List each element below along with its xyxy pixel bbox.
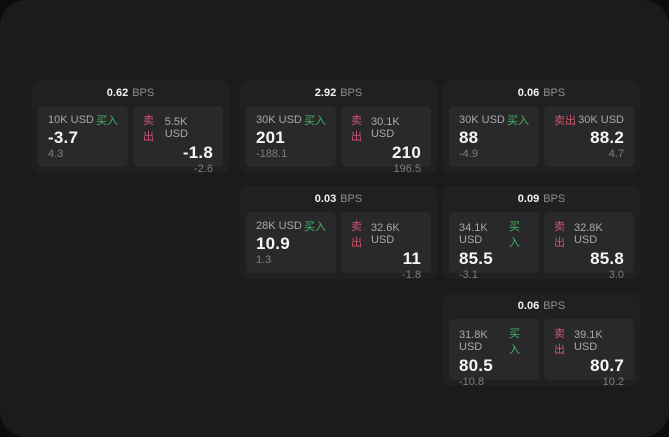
buy-price: 80.5 xyxy=(459,356,493,375)
sell-panel[interactable]: 卖出 30.1K USD 210 196.5 xyxy=(341,106,431,175)
bps-value: 0.06 xyxy=(517,87,540,99)
sell-price: 11 xyxy=(402,249,421,268)
buy-side-label: 买入 xyxy=(304,221,326,233)
bps-header: 0.09 BPS xyxy=(443,186,640,212)
sell-price: -1.8 xyxy=(182,143,213,162)
buy-delta: -10.8 xyxy=(459,375,485,388)
sell-side-label: 卖出 xyxy=(351,221,362,249)
bps-header: 0.06 BPS xyxy=(443,293,640,319)
sell-delta: -2.6 xyxy=(194,162,213,175)
bps-unit: BPS xyxy=(543,87,566,99)
sell-side-label: 卖出 xyxy=(143,115,154,143)
quote-card-3: 0.06 BPS 30K USD 买入 88 -4.9 卖出 30K USD 8… xyxy=(443,80,640,173)
bps-value: 0.03 xyxy=(314,193,337,205)
sell-delta: -1.8 xyxy=(402,268,421,281)
sell-delta: 4.7 xyxy=(608,148,624,160)
buy-side-label: 买入 xyxy=(509,328,521,356)
bps-value: 0.09 xyxy=(517,193,540,205)
buy-notional: 30K USD xyxy=(459,114,505,126)
bps-value: 0.62 xyxy=(106,87,129,99)
bps-unit: BPS xyxy=(340,193,363,205)
buy-price: -3.7 xyxy=(48,127,79,147)
quote-panels: 34.1K USD 买入 85.5 -3.1 卖出 32.8K USD 85.8… xyxy=(443,212,640,281)
bps-header: 0.03 BPS xyxy=(240,186,437,212)
sell-notional: 32.6K USD xyxy=(370,222,400,246)
sell-side-label: 卖出 xyxy=(554,328,565,356)
buy-side-label: 买入 xyxy=(304,115,326,127)
sell-price: 80.7 xyxy=(590,356,624,375)
sell-notional: 39.1K USD xyxy=(573,329,603,353)
buy-panel[interactable]: 30K USD 买入 88 -4.9 xyxy=(449,106,539,167)
buy-notional: 34.1K USD xyxy=(459,222,488,246)
bps-unit: BPS xyxy=(543,300,566,312)
buy-notional: 28K USD xyxy=(256,220,302,232)
quote-card-5: 0.09 BPS 34.1K USD 买入 85.5 -3.1 卖出 32.8K… xyxy=(443,186,640,281)
sell-notional: 32.8K USD xyxy=(573,222,603,246)
sell-price: 210 xyxy=(392,143,421,162)
buy-notional: 10K USD xyxy=(48,114,94,126)
buy-side-label: 买入 xyxy=(507,115,529,127)
buy-price: 85.5 xyxy=(459,249,493,268)
quote-card-2: 2.92 BPS 30K USD 买入 201 -188.1 卖出 30.1K … xyxy=(240,80,437,175)
bps-value: 0.06 xyxy=(517,300,540,312)
buy-panel[interactable]: 10K USD 买入 -3.7 4.3 xyxy=(38,106,128,167)
sell-delta: 196.5 xyxy=(393,162,421,175)
quote-panels: 10K USD 买入 -3.7 4.3 卖出 5.5K USD -1.8 -2.… xyxy=(32,106,229,175)
sell-panel[interactable]: 卖出 30K USD 88.2 4.7 xyxy=(544,106,634,167)
bps-header: 0.06 BPS xyxy=(443,80,640,106)
buy-notional: 31.8K USD xyxy=(459,329,488,353)
sell-notional: 5.5K USD xyxy=(164,116,188,140)
bps-header: 0.62 BPS xyxy=(32,80,229,106)
buy-panel[interactable]: 31.8K USD 买入 80.5 -10.8 xyxy=(449,319,539,388)
buy-notional: 30K USD xyxy=(256,114,302,126)
bps-value: 2.92 xyxy=(314,87,337,99)
sell-delta: 3.0 xyxy=(608,268,624,281)
buy-panel[interactable]: 30K USD 买入 201 -188.1 xyxy=(246,106,336,167)
sell-notional: 30K USD xyxy=(578,114,624,126)
quote-panels: 30K USD 买入 88 -4.9 卖出 30K USD 88.2 4.7 xyxy=(443,106,640,167)
quote-panels: 31.8K USD 买入 80.5 -10.8 卖出 39.1K USD 80.… xyxy=(443,319,640,388)
sell-notional: 30.1K USD xyxy=(370,116,400,140)
quote-card-6: 0.06 BPS 31.8K USD 买入 80.5 -10.8 卖出 39.1… xyxy=(443,293,640,388)
buy-price: 10.9 xyxy=(256,233,290,253)
sell-panel[interactable]: 卖出 5.5K USD -1.8 -2.6 xyxy=(133,106,223,175)
sell-delta: 10.2 xyxy=(602,375,624,388)
buy-side-label: 买入 xyxy=(509,221,521,249)
bps-unit: BPS xyxy=(340,87,363,99)
buy-delta: -4.9 xyxy=(459,148,478,160)
sell-price: 85.8 xyxy=(590,249,624,268)
bps-unit: BPS xyxy=(132,87,155,99)
quote-panels: 28K USD 买入 10.9 1.3 卖出 32.6K USD 11 -1.8 xyxy=(240,212,437,281)
sell-side-label: 卖出 xyxy=(554,221,565,249)
buy-delta: -3.1 xyxy=(459,268,478,281)
buy-panel[interactable]: 28K USD 买入 10.9 1.3 xyxy=(246,212,336,273)
quote-card-4: 0.03 BPS 28K USD 买入 10.9 1.3 卖出 32.6K US… xyxy=(240,186,437,281)
sell-side-label: 卖出 xyxy=(351,115,362,143)
buy-delta: 1.3 xyxy=(256,254,272,266)
buy-price: 201 xyxy=(256,127,285,147)
sell-panel[interactable]: 卖出 39.1K USD 80.7 10.2 xyxy=(544,319,634,388)
quote-panels: 30K USD 买入 201 -188.1 卖出 30.1K USD 210 1… xyxy=(240,106,437,175)
bps-unit: BPS xyxy=(543,193,566,205)
sell-price: 88.2 xyxy=(590,127,624,147)
buy-price: 88 xyxy=(459,127,479,147)
buy-side-label: 买入 xyxy=(96,115,118,127)
buy-delta: 4.3 xyxy=(48,148,64,160)
sell-panel[interactable]: 卖出 32.8K USD 85.8 3.0 xyxy=(544,212,634,281)
bps-header: 2.92 BPS xyxy=(240,80,437,106)
sell-panel[interactable]: 卖出 32.6K USD 11 -1.8 xyxy=(341,212,431,281)
quote-card-1: 0.62 BPS 10K USD 买入 -3.7 4.3 卖出 5.5K USD… xyxy=(32,80,229,175)
buy-delta: -188.1 xyxy=(256,148,288,160)
sell-side-label: 卖出 xyxy=(554,115,576,127)
buy-panel[interactable]: 34.1K USD 买入 85.5 -3.1 xyxy=(449,212,539,281)
